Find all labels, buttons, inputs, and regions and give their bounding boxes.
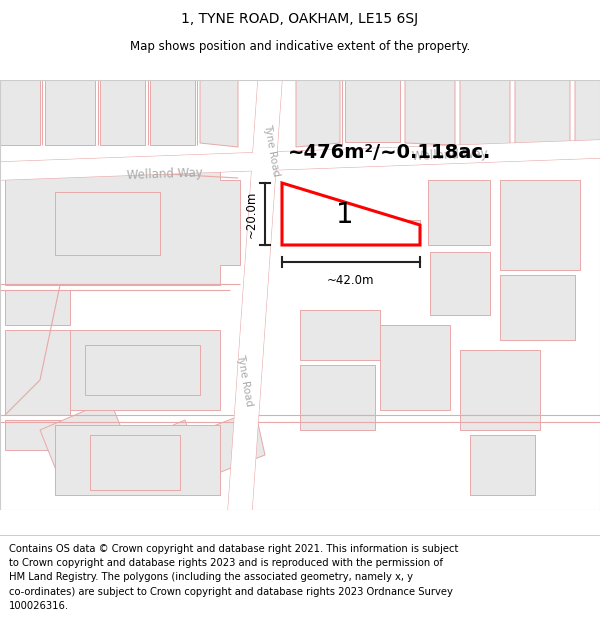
Polygon shape [90, 435, 180, 490]
Polygon shape [85, 345, 200, 395]
Polygon shape [115, 420, 200, 495]
Polygon shape [300, 310, 380, 360]
Text: Map shows position and indicative extent of the property.: Map shows position and indicative extent… [130, 40, 470, 53]
Polygon shape [500, 275, 575, 340]
Polygon shape [100, 80, 145, 145]
Polygon shape [290, 220, 420, 245]
Polygon shape [430, 252, 490, 315]
Polygon shape [5, 330, 70, 415]
Polygon shape [500, 180, 580, 270]
Polygon shape [150, 80, 195, 145]
Polygon shape [405, 80, 455, 145]
Text: ~476m²/~0.118ac.: ~476m²/~0.118ac. [289, 142, 491, 161]
Text: Tyne Road: Tyne Road [262, 123, 281, 177]
Polygon shape [380, 325, 450, 410]
Polygon shape [45, 80, 95, 145]
Text: Welland Way: Welland Way [127, 166, 203, 182]
Text: Contains OS data © Crown copyright and database right 2021. This information is : Contains OS data © Crown copyright and d… [9, 544, 458, 611]
Polygon shape [70, 330, 220, 410]
Polygon shape [40, 400, 130, 480]
Text: Welland Way: Welland Way [412, 147, 488, 163]
Polygon shape [228, 80, 282, 510]
Polygon shape [282, 183, 420, 245]
Text: ~42.0m: ~42.0m [327, 274, 375, 287]
Polygon shape [55, 192, 160, 255]
Polygon shape [345, 80, 400, 142]
Polygon shape [5, 290, 70, 325]
Polygon shape [5, 420, 70, 450]
Text: 1: 1 [336, 201, 354, 229]
Polygon shape [428, 180, 490, 245]
Polygon shape [296, 80, 340, 147]
Polygon shape [0, 80, 40, 145]
Polygon shape [190, 410, 265, 480]
Polygon shape [55, 425, 220, 495]
Polygon shape [515, 80, 570, 153]
Polygon shape [300, 365, 375, 430]
Text: ~20.0m: ~20.0m [245, 190, 258, 238]
Polygon shape [460, 80, 510, 150]
Polygon shape [5, 162, 240, 285]
Text: Tyne Road: Tyne Road [235, 353, 254, 407]
Polygon shape [200, 80, 238, 147]
Polygon shape [470, 435, 535, 495]
Polygon shape [0, 140, 600, 180]
Text: 1, TYNE ROAD, OAKHAM, LE15 6SJ: 1, TYNE ROAD, OAKHAM, LE15 6SJ [181, 11, 419, 26]
Polygon shape [460, 350, 540, 430]
Polygon shape [575, 80, 600, 155]
